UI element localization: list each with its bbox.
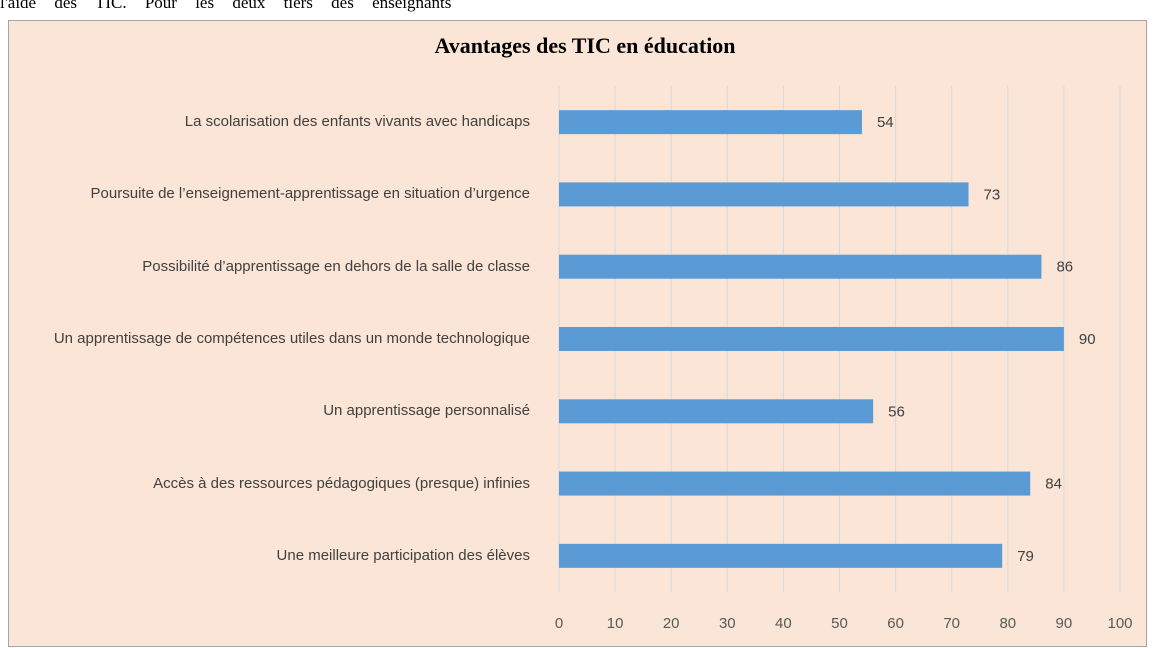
x-tick-label: 70 bbox=[943, 615, 960, 632]
document-text: l'aide des TIC. Pour les deux tiers des … bbox=[0, 0, 452, 12]
data-label: 56 bbox=[888, 403, 905, 420]
x-tick-label: 60 bbox=[887, 615, 904, 632]
bar bbox=[559, 471, 1031, 496]
x-tick-label: 100 bbox=[1107, 615, 1132, 632]
x-tick-label: 20 bbox=[663, 615, 680, 632]
bar bbox=[559, 399, 874, 424]
y-tick-label: Accès à des ressources pédagogiques (pre… bbox=[153, 474, 530, 492]
y-tick-label: Un apprentissage personnalisé bbox=[323, 402, 530, 420]
y-tick-label: Un apprentissage de compétences utiles d… bbox=[53, 330, 530, 347]
y-tick-label: Une meilleure participation des élèves bbox=[276, 546, 530, 564]
data-label: 54 bbox=[877, 114, 894, 131]
y-tick-label: Poursuite de l’enseignement-apprentissag… bbox=[90, 185, 530, 203]
bar bbox=[559, 110, 862, 135]
y-tick-label: Possibilité d’apprentissage en dehors de… bbox=[142, 257, 530, 275]
x-tick-label: 50 bbox=[831, 615, 848, 632]
data-label: 86 bbox=[1056, 259, 1073, 276]
data-label: 84 bbox=[1045, 476, 1062, 493]
bar bbox=[559, 182, 969, 207]
x-tick-label: 90 bbox=[1056, 615, 1073, 632]
data-label: 79 bbox=[1017, 548, 1034, 565]
data-label: 90 bbox=[1079, 331, 1096, 348]
x-tick-label: 0 bbox=[555, 615, 563, 632]
x-tick-label: 40 bbox=[775, 615, 792, 632]
x-tick-label: 30 bbox=[719, 615, 736, 632]
y-tick-label: La scolarisation des enfants vivants ave… bbox=[184, 113, 530, 131]
x-tick-label: 10 bbox=[607, 615, 624, 632]
bar bbox=[559, 254, 1042, 279]
bar bbox=[559, 327, 1064, 351]
chart-title: Avantages des TIC en éducation bbox=[434, 33, 735, 58]
x-tick-label: 80 bbox=[999, 615, 1016, 632]
bar bbox=[559, 543, 1003, 568]
data-label: 73 bbox=[984, 186, 1001, 203]
